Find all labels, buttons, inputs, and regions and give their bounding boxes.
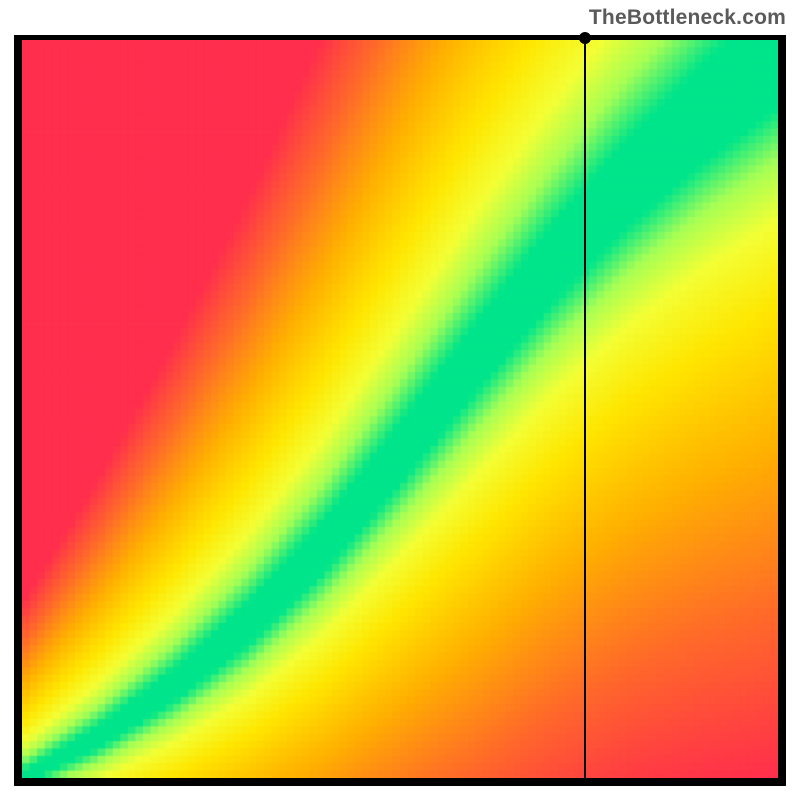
heatmap-canvas	[22, 40, 778, 778]
chart-container: TheBottleneck.com	[0, 0, 800, 800]
watermark-text: TheBottleneck.com	[589, 6, 786, 30]
plot-area	[22, 40, 778, 778]
marker-dot	[579, 32, 591, 44]
marker-vertical-line	[584, 40, 586, 778]
plot-frame	[14, 35, 786, 786]
